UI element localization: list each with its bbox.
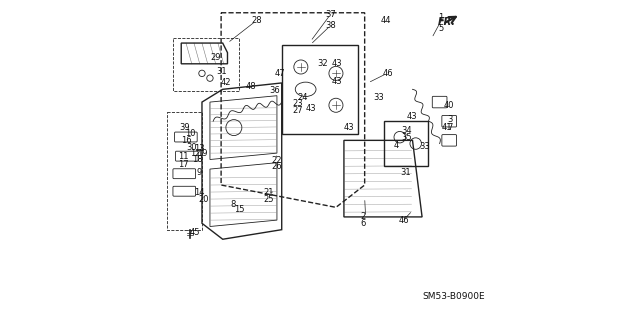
Text: 34: 34 (401, 126, 412, 135)
Text: 25: 25 (263, 195, 274, 204)
Text: 31: 31 (216, 67, 227, 76)
Text: 13: 13 (194, 144, 205, 153)
Text: 8: 8 (230, 200, 236, 209)
Text: 6: 6 (361, 219, 366, 228)
Text: 43: 43 (331, 77, 342, 86)
Text: 19: 19 (197, 149, 208, 158)
Text: 43: 43 (306, 104, 316, 113)
Text: 27: 27 (292, 106, 303, 115)
Text: 31: 31 (401, 168, 411, 177)
Text: 1: 1 (438, 13, 444, 22)
Text: 28: 28 (252, 16, 262, 25)
Text: 33: 33 (420, 142, 430, 151)
Text: 5: 5 (438, 24, 444, 33)
Text: FR.: FR. (438, 17, 456, 27)
Text: 14: 14 (194, 189, 205, 197)
Text: 2: 2 (361, 212, 366, 221)
Text: 36: 36 (269, 86, 280, 95)
Text: 10: 10 (185, 130, 195, 138)
Text: 20: 20 (198, 195, 209, 204)
Text: 40: 40 (444, 101, 454, 110)
Text: 33: 33 (374, 93, 385, 102)
Text: 30: 30 (187, 143, 197, 152)
Text: 22: 22 (271, 156, 282, 165)
Text: 42: 42 (220, 78, 231, 87)
Text: 45: 45 (190, 228, 200, 237)
Text: 39: 39 (179, 123, 189, 132)
Text: 43: 43 (406, 112, 417, 121)
Text: 26: 26 (271, 162, 282, 171)
Text: 38: 38 (326, 21, 337, 30)
Text: 9: 9 (196, 168, 202, 177)
Text: 37: 37 (326, 10, 337, 19)
Text: 46: 46 (398, 216, 409, 225)
Text: 44: 44 (381, 16, 391, 25)
Text: 46: 46 (382, 69, 393, 78)
Text: 41: 41 (442, 123, 452, 132)
Text: 35: 35 (401, 133, 412, 142)
Text: 48: 48 (246, 82, 257, 91)
Text: 43: 43 (344, 123, 355, 132)
Text: 7: 7 (447, 123, 452, 132)
Text: 11: 11 (178, 152, 189, 161)
Text: 23: 23 (292, 99, 303, 108)
Text: 16: 16 (182, 137, 192, 145)
Text: 17: 17 (178, 160, 189, 169)
Text: 4: 4 (394, 141, 399, 150)
Text: 21: 21 (263, 189, 274, 197)
Text: 18: 18 (192, 155, 202, 164)
Text: 3: 3 (447, 115, 452, 124)
Text: SM53-B0900E: SM53-B0900E (422, 293, 484, 301)
Text: 32: 32 (317, 59, 328, 68)
Text: 12: 12 (190, 149, 200, 158)
Text: 29: 29 (210, 53, 220, 62)
Text: 24: 24 (297, 93, 308, 102)
Text: 15: 15 (234, 205, 245, 214)
Text: 47: 47 (275, 69, 285, 78)
Text: 43: 43 (331, 59, 342, 68)
